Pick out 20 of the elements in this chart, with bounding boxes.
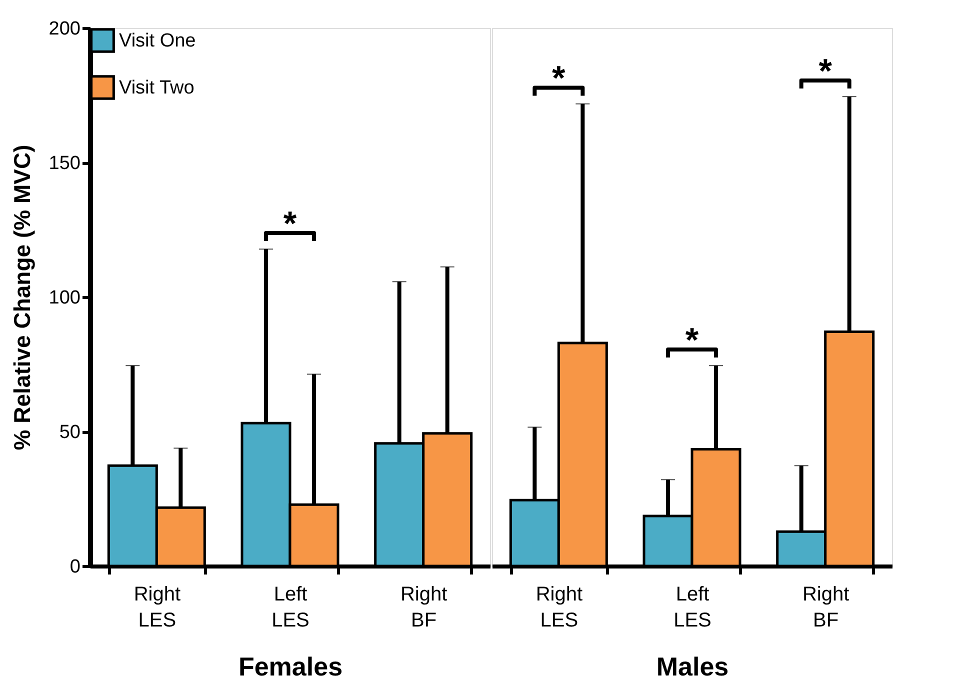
x-tick-label: Right LES: [134, 584, 181, 632]
annotation: *: [685, 321, 700, 360]
y-tick-label: 150: [48, 153, 80, 174]
annotation: *: [818, 52, 833, 90]
x-tick-label: Right BF: [802, 584, 850, 632]
x-axis-title: Females: [238, 652, 343, 682]
annotation: *: [552, 60, 566, 98]
y-tick-label: 50: [59, 422, 80, 443]
y-tick-label: 200: [48, 18, 80, 40]
x-tick-label: Left LES: [272, 584, 310, 632]
y-tick-label: 100: [48, 288, 80, 308]
y-axis-title: % Relative Change (% MVC): [8, 144, 35, 450]
x-tick-label: Left LES: [674, 584, 712, 632]
y-tick-label: 0: [70, 556, 80, 578]
x-axis-title: Males: [656, 652, 729, 682]
annotation: *: [283, 204, 298, 243]
legend-label: Visit Two: [119, 78, 194, 98]
legend-label: Visit One: [119, 30, 196, 52]
x-tick-label: Right LES: [536, 584, 583, 632]
x-tick-label: Right BF: [400, 584, 448, 632]
